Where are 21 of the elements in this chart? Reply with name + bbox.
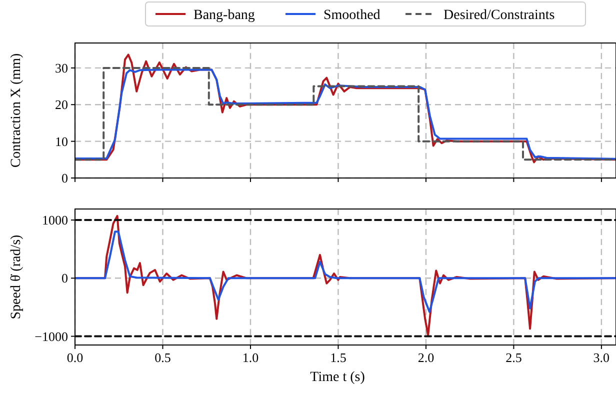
y-tick-label: 20: [55, 97, 68, 112]
x-tick-label: 0.5: [154, 350, 171, 365]
x-tick-label: 3.0: [593, 350, 610, 365]
line-series: [75, 230, 616, 313]
legend-label: Bang-bang: [194, 8, 255, 23]
y-tick-label: 10: [55, 134, 68, 149]
y-axis-title: Contraction X (mm): [9, 53, 24, 168]
y-tick-label: 30: [55, 60, 68, 76]
x-tick-label: 1.5: [330, 350, 346, 365]
y-tick-label: −1000: [34, 328, 68, 344]
y-tick-label: 0: [62, 270, 68, 286]
x-tick-label: 2.0: [418, 350, 434, 365]
y-tick-label: 0: [62, 170, 68, 186]
y-tick-label: 1000: [42, 212, 68, 228]
legend-label: Desired/Constraints: [444, 8, 555, 23]
x-tick-label: 1.0: [242, 350, 259, 365]
x-axis-title: Time t (s): [310, 370, 366, 385]
x-tick-label: 2.5: [506, 350, 522, 365]
legend-label: Smoothed: [324, 8, 380, 23]
x-tick-label: 0.0: [66, 350, 84, 365]
y-axis-title: Speed θ̇ (rad/s): [9, 234, 24, 320]
